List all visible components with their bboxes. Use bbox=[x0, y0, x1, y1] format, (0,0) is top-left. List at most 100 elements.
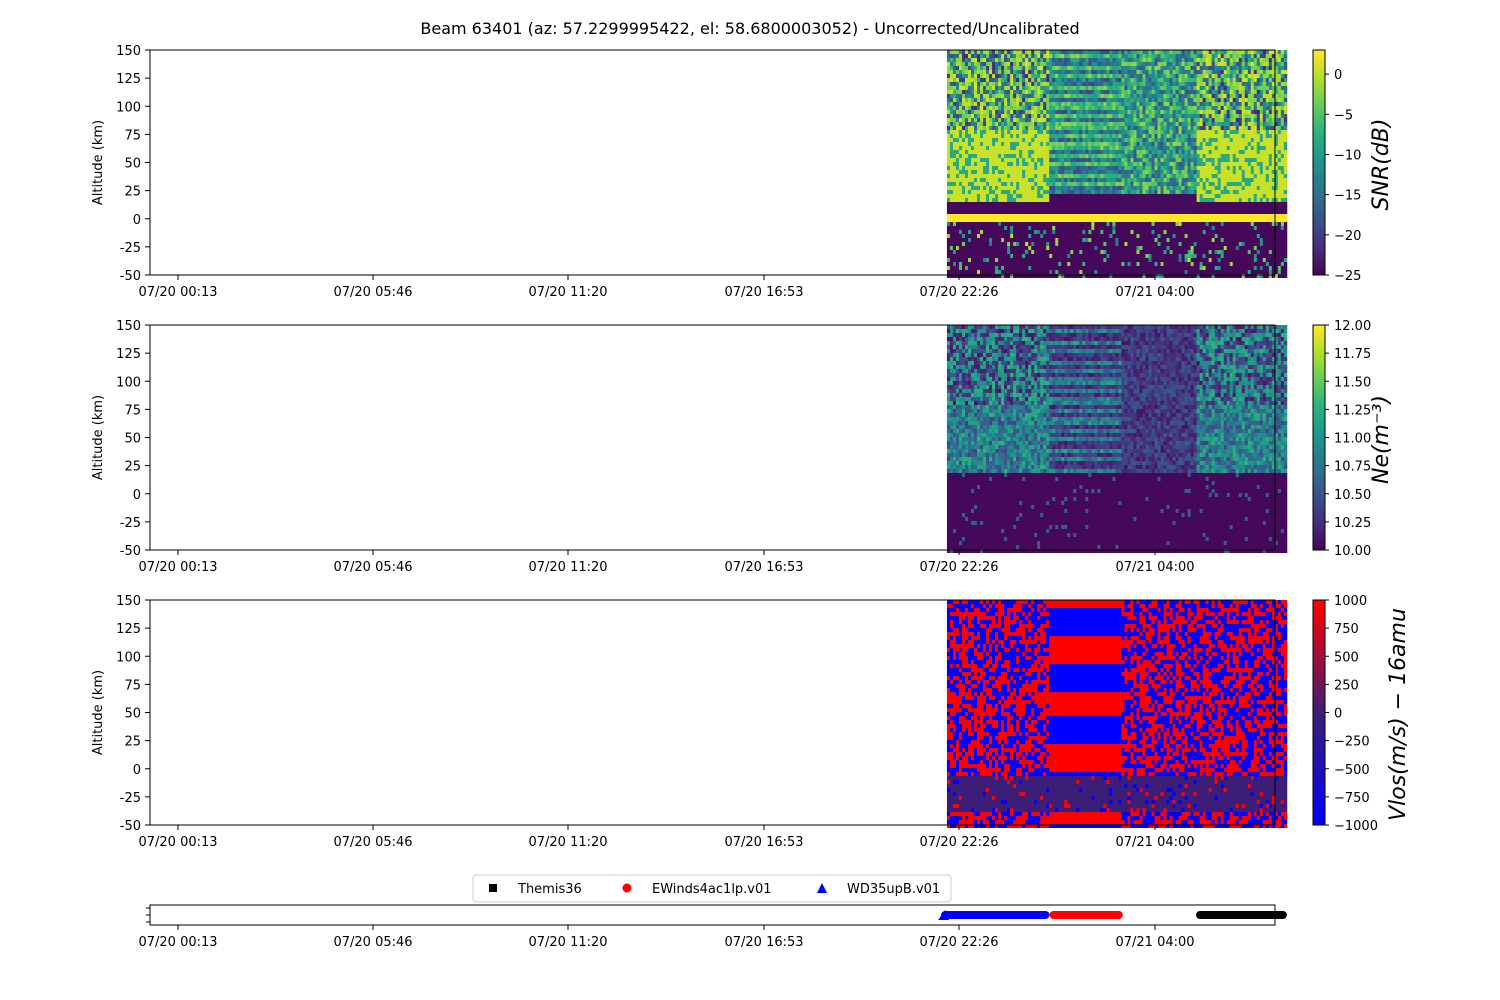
heatmap-cell bbox=[1190, 234, 1195, 238]
heatmap-cell bbox=[1184, 206, 1188, 210]
heatmap-cell bbox=[1007, 74, 1011, 78]
heatmap-cell bbox=[1139, 82, 1143, 86]
heatmap-cell bbox=[992, 62, 996, 66]
heatmap-cell bbox=[1175, 230, 1179, 234]
heatmap-cell bbox=[1151, 150, 1155, 154]
heatmap-cell bbox=[1076, 90, 1080, 94]
heatmap-cell bbox=[1166, 250, 1170, 254]
heatmap-cell bbox=[1049, 234, 1053, 238]
heatmap-cell bbox=[1031, 98, 1035, 102]
heatmap-cell bbox=[1157, 250, 1161, 254]
heatmap-cell bbox=[1088, 98, 1092, 102]
heatmap-cell bbox=[1073, 94, 1077, 98]
heatmap-cell bbox=[1187, 258, 1192, 262]
heatmap-cell bbox=[1028, 246, 1032, 250]
heatmap-cell bbox=[977, 258, 981, 262]
heatmap-cell bbox=[1016, 214, 1020, 218]
heatmap-cell bbox=[952, 106, 957, 110]
heatmap-cell bbox=[1034, 166, 1038, 170]
heatmap-cell bbox=[1172, 274, 1176, 278]
heatmap-cell bbox=[1106, 174, 1110, 178]
heatmap-cell bbox=[1106, 202, 1110, 206]
heatmap-cell bbox=[1043, 234, 1047, 238]
heatmap-cell bbox=[1082, 158, 1086, 162]
heatmap-cell bbox=[1109, 210, 1113, 214]
heatmap-cell bbox=[1106, 122, 1110, 126]
heatmap-cell bbox=[1082, 262, 1086, 266]
heatmap-cell bbox=[1061, 166, 1065, 170]
heatmap-cell bbox=[1073, 218, 1077, 222]
heatmap-cell bbox=[949, 266, 954, 270]
heatmap-cell bbox=[1049, 114, 1053, 118]
heatmap-cell bbox=[1070, 162, 1074, 166]
heatmap-cell bbox=[1055, 266, 1059, 270]
heatmap-cell bbox=[1031, 202, 1035, 206]
heatmap-cell bbox=[1019, 106, 1023, 110]
heatmap-cell bbox=[1130, 62, 1134, 66]
heatmap-cell bbox=[1157, 94, 1161, 98]
heatmap-cell bbox=[1163, 122, 1167, 126]
heatmap-cell bbox=[1079, 126, 1083, 130]
heatmap-cell bbox=[1172, 266, 1176, 270]
heatmap-cell bbox=[946, 202, 951, 206]
heatmap-cell bbox=[1142, 66, 1146, 70]
heatmap-cell bbox=[964, 138, 969, 142]
heatmap-cell bbox=[1070, 262, 1074, 266]
heatmap-cell bbox=[1037, 142, 1041, 146]
heatmap-cell bbox=[952, 238, 957, 242]
heatmap-cell bbox=[1154, 110, 1158, 114]
heatmap-cell bbox=[1157, 154, 1161, 158]
heatmap-cell bbox=[1031, 214, 1035, 218]
heatmap-cell bbox=[1007, 110, 1011, 114]
heatmap-cell bbox=[1100, 70, 1104, 74]
heatmap-cell bbox=[946, 66, 951, 70]
heatmap-cell bbox=[992, 106, 996, 110]
heatmap-cell bbox=[1199, 86, 1204, 90]
heatmap-cell bbox=[989, 142, 993, 146]
heatmap-cell bbox=[1016, 154, 1020, 158]
heatmap-cell bbox=[1118, 230, 1122, 234]
heatmap-cell bbox=[1127, 226, 1131, 230]
heatmap-cell bbox=[1109, 178, 1113, 182]
heatmap-cell bbox=[977, 98, 981, 102]
heatmap-cell bbox=[1145, 262, 1149, 266]
heatmap-cell bbox=[1007, 58, 1011, 62]
heatmap-cell bbox=[1010, 190, 1014, 194]
heatmap-cell bbox=[1100, 170, 1104, 174]
heatmap-cell bbox=[1016, 198, 1020, 202]
heatmap-cell bbox=[995, 62, 999, 66]
heatmap-cell bbox=[1046, 138, 1050, 142]
heatmap-cell bbox=[961, 230, 966, 234]
heatmap-cell bbox=[1034, 150, 1038, 154]
heatmap-cell bbox=[1148, 250, 1152, 254]
heatmap-cell bbox=[1139, 186, 1143, 190]
heatmap-cell bbox=[1064, 174, 1068, 178]
heatmap-cell bbox=[1199, 138, 1204, 142]
heatmap-cell bbox=[1082, 154, 1086, 158]
heatmap-cell bbox=[1169, 110, 1173, 114]
heatmap-cell bbox=[1019, 174, 1023, 178]
heatmap-cell bbox=[983, 150, 987, 154]
heatmap-cell bbox=[977, 50, 981, 54]
heatmap-cell bbox=[1103, 258, 1107, 262]
heatmap-cell bbox=[1055, 262, 1059, 266]
heatmap-cell bbox=[1166, 262, 1170, 266]
heatmap-cell bbox=[977, 134, 981, 138]
heatmap-cell bbox=[983, 58, 987, 62]
heatmap-cell bbox=[1058, 254, 1062, 258]
heatmap-cell bbox=[955, 162, 960, 166]
heatmap-cell bbox=[1061, 246, 1065, 250]
heatmap-cell bbox=[1061, 226, 1065, 230]
heatmap-cell bbox=[1142, 98, 1146, 102]
heatmap-cell bbox=[1031, 106, 1035, 110]
heatmap-cell bbox=[952, 118, 957, 122]
heatmap-cell bbox=[1067, 206, 1071, 210]
heatmap-cell bbox=[1064, 246, 1068, 250]
heatmap-cell bbox=[1187, 142, 1192, 146]
heatmap-cell bbox=[995, 114, 999, 118]
heatmap-cell bbox=[974, 230, 978, 234]
heatmap-cell bbox=[995, 186, 999, 190]
heatmap-cell bbox=[1106, 98, 1110, 102]
heatmap-cell bbox=[1127, 114, 1131, 118]
heatmap-cell bbox=[1106, 118, 1110, 122]
